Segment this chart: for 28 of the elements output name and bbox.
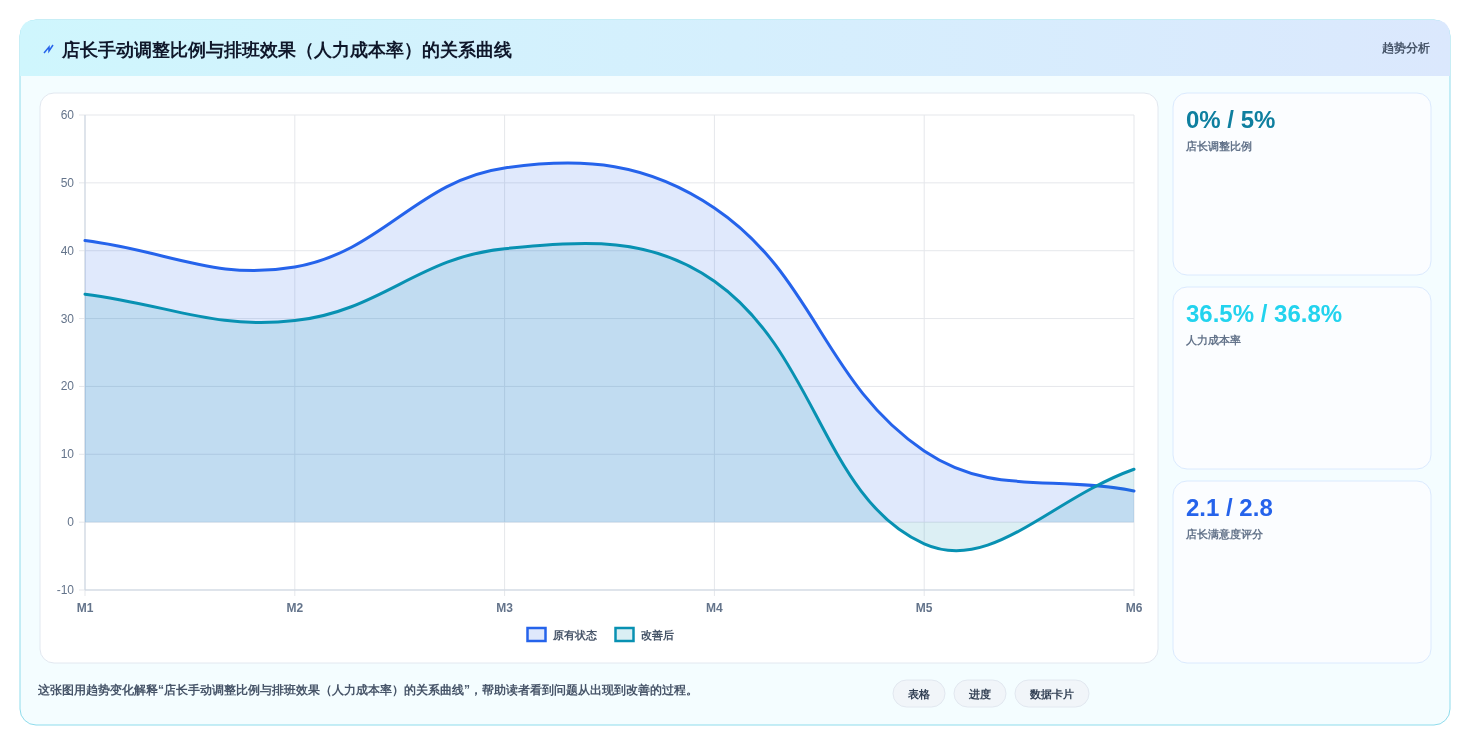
text: 人力成本率 xyxy=(1185,334,1241,347)
text: 店长满意度评分 xyxy=(1185,528,1264,540)
text: 这张图用趋势变化解释“店长手动调整比例与排班效果（人力成本率）的关系曲线”，帮助读者看到问题从出现到改善的过程。 xyxy=(37,683,698,697)
text: 进度 xyxy=(968,688,991,700)
y-tick-label: -10 xyxy=(56,583,75,597)
y-tick-label: 60 xyxy=(60,108,75,122)
text: 店长调整比例 xyxy=(1185,140,1252,152)
text: 数据卡片 xyxy=(1029,688,1074,700)
x-tick-label: M4 xyxy=(706,601,724,615)
y-tick-label: 50 xyxy=(60,175,75,190)
text: 店长手动调整比例与排班效果（人力成本率）的关系曲线 xyxy=(61,40,512,60)
text: 36.5% / 36.8% xyxy=(1186,300,1343,327)
x-tick-label: M1 xyxy=(76,601,94,615)
x-tick-label: M5 xyxy=(915,601,933,615)
y-tick-label: 40 xyxy=(60,243,75,258)
text: 趋势分析 xyxy=(1381,41,1430,55)
x-tick-label: M3 xyxy=(496,601,514,615)
y-tick-label: 20 xyxy=(60,379,75,394)
text: 2.1 / 2.8 xyxy=(1186,494,1273,521)
legend-label: 原有状态 xyxy=(551,629,598,641)
legend-label: 改善后 xyxy=(640,629,674,641)
text: 表格 xyxy=(907,688,931,700)
y-tick-label: 0 xyxy=(67,515,75,530)
y-tick-label: 10 xyxy=(60,447,75,462)
text: 0% / 5% xyxy=(1186,106,1276,133)
y-tick-label: 30 xyxy=(60,311,75,326)
x-tick-label: M6 xyxy=(1125,601,1143,615)
x-tick-label: M2 xyxy=(286,601,304,615)
